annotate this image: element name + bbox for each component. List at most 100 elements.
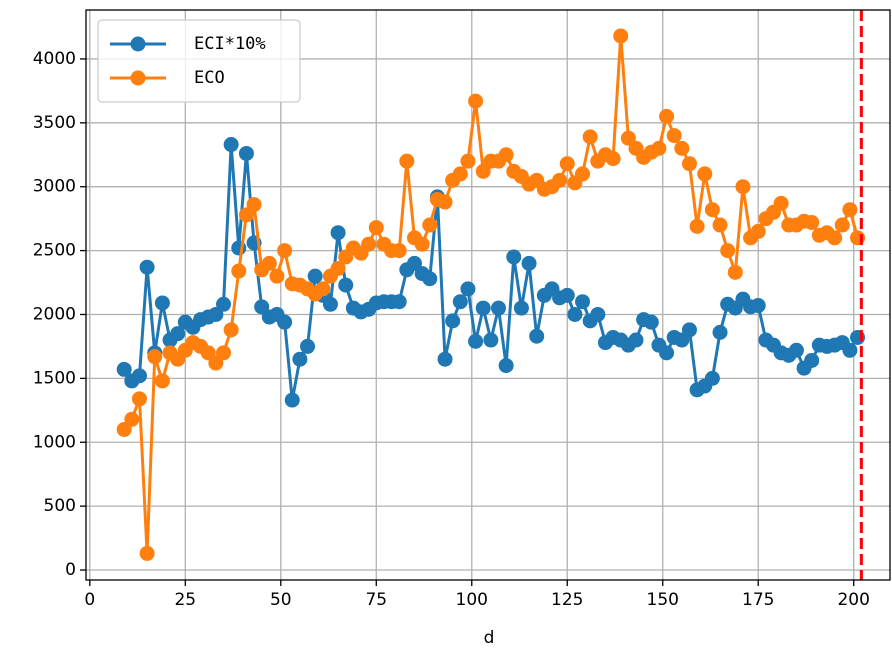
- series-marker: [223, 137, 239, 153]
- series-marker: [437, 351, 453, 367]
- series-marker: [124, 411, 140, 427]
- series-marker: [475, 300, 491, 316]
- series-marker: [414, 236, 430, 252]
- series-marker: [200, 345, 216, 361]
- series-marker: [804, 214, 820, 230]
- series-marker: [735, 179, 751, 195]
- series-marker: [521, 255, 537, 271]
- series-marker: [208, 355, 224, 371]
- series-marker: [498, 358, 514, 374]
- series-marker: [445, 313, 461, 329]
- series-marker: [322, 296, 338, 312]
- x-tick-label: 150: [647, 590, 679, 610]
- series-marker: [773, 195, 789, 211]
- y-tick-label: 2500: [33, 241, 76, 261]
- series-marker: [590, 306, 606, 322]
- series-marker: [842, 342, 858, 358]
- series-marker: [651, 140, 667, 156]
- series-marker: [154, 373, 170, 389]
- series-marker: [689, 218, 705, 234]
- series-marker: [681, 156, 697, 172]
- series-marker: [613, 28, 629, 44]
- series-marker: [498, 147, 514, 163]
- series-marker: [422, 271, 438, 287]
- series-marker: [788, 342, 804, 358]
- x-tick-label: 175: [742, 590, 774, 610]
- series-marker: [628, 332, 644, 348]
- x-tick-label: 0: [84, 590, 95, 610]
- legend-marker: [130, 36, 146, 52]
- series-marker: [506, 249, 522, 265]
- x-tick-label: 125: [551, 590, 583, 610]
- y-tick-label: 2000: [33, 304, 76, 324]
- series-marker: [582, 129, 598, 145]
- series-marker: [269, 268, 285, 284]
- series-marker: [254, 299, 270, 315]
- series-marker: [620, 130, 636, 146]
- y-tick-label: 3500: [33, 113, 76, 133]
- x-tick-label: 200: [837, 590, 869, 610]
- series-marker: [666, 128, 682, 144]
- series-marker: [116, 361, 132, 377]
- series-marker: [659, 108, 675, 124]
- series-marker: [284, 392, 300, 408]
- series-marker: [406, 255, 422, 271]
- series-marker: [468, 333, 484, 349]
- series-marker: [170, 326, 186, 342]
- y-tick-label: 3000: [33, 177, 76, 197]
- series-marker: [238, 145, 254, 161]
- series-marker: [391, 294, 407, 310]
- series-marker: [231, 263, 247, 279]
- series-marker: [139, 259, 155, 275]
- series-marker: [827, 230, 843, 246]
- series-marker: [208, 306, 224, 322]
- legend-label: ECO: [194, 68, 225, 88]
- series-marker: [361, 236, 377, 252]
- series-marker: [720, 243, 736, 259]
- series-marker: [277, 314, 293, 330]
- series-marker: [330, 225, 346, 241]
- series-marker: [223, 322, 239, 338]
- series-marker: [605, 151, 621, 167]
- series-marker: [552, 172, 568, 188]
- x-tick-label: 25: [174, 590, 196, 610]
- series-marker: [330, 260, 346, 276]
- series-marker: [261, 255, 277, 271]
- y-tick-label: 1500: [33, 368, 76, 388]
- series-marker: [529, 328, 545, 344]
- series-marker: [704, 202, 720, 218]
- series-marker: [483, 332, 499, 348]
- series-marker: [116, 421, 132, 437]
- series-marker: [131, 368, 147, 384]
- series-marker: [712, 324, 728, 340]
- series-marker: [139, 545, 155, 561]
- series-marker: [391, 243, 407, 259]
- x-axis-label: d: [484, 628, 495, 648]
- series-marker: [559, 287, 575, 303]
- plot-frame: [85, 9, 891, 581]
- series-marker: [460, 281, 476, 297]
- series-marker: [712, 217, 728, 233]
- series-marker: [704, 370, 720, 386]
- series-marker: [452, 166, 468, 182]
- x-tick-label: 50: [270, 590, 292, 610]
- series-marker: [307, 268, 323, 284]
- series-marker: [575, 294, 591, 310]
- x-tick-label: 75: [365, 590, 387, 610]
- series-marker: [147, 349, 163, 365]
- series-marker: [216, 345, 232, 361]
- series-marker: [422, 217, 438, 233]
- series-marker: [315, 281, 331, 297]
- series-marker: [437, 194, 453, 210]
- legend-box: [97, 19, 301, 103]
- y-tick-label: 4000: [33, 49, 76, 69]
- series-marker: [842, 202, 858, 218]
- series-marker: [697, 166, 713, 182]
- series-marker: [674, 332, 690, 348]
- series-marker: [246, 197, 262, 213]
- series-marker: [750, 298, 766, 314]
- series-marker: [491, 300, 507, 316]
- series-marker: [750, 223, 766, 239]
- series-marker: [674, 140, 690, 156]
